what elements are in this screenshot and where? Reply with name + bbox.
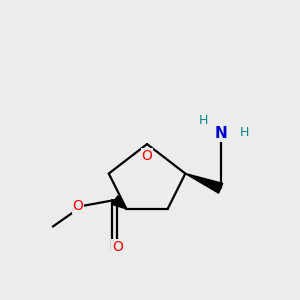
Polygon shape: [112, 196, 126, 209]
Text: H: H: [239, 126, 249, 139]
Text: O: O: [142, 148, 152, 163]
Polygon shape: [185, 174, 223, 193]
Text: O: O: [72, 199, 83, 213]
Text: H: H: [198, 114, 208, 127]
Text: O: O: [112, 240, 123, 254]
Text: N: N: [214, 126, 227, 141]
